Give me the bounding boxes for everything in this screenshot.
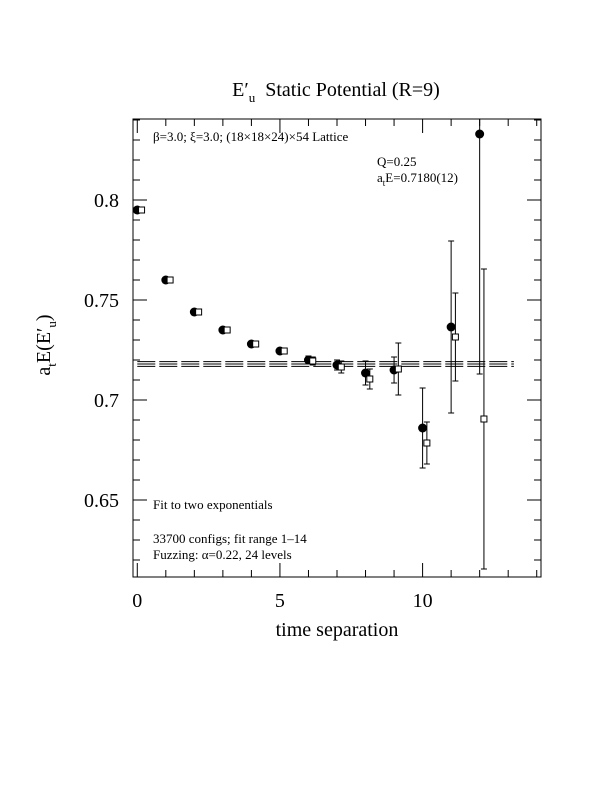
q-annotation: Q=0.25 xyxy=(377,154,416,169)
data-point xyxy=(166,276,174,284)
chart-title: E′u Static Potential (R=9) xyxy=(232,79,440,105)
y-tick-label: 0.75 xyxy=(84,290,119,312)
data-point xyxy=(280,347,288,355)
fit-label-sub: t xyxy=(383,178,386,188)
title-subscript: u xyxy=(249,90,256,105)
data-point xyxy=(480,415,488,423)
data-point xyxy=(337,363,345,371)
x-tick-label: 10 xyxy=(413,590,433,612)
x-tick-label: 5 xyxy=(275,590,285,612)
title-symbol: E′ xyxy=(232,79,249,101)
lattice-annotation: β=3.0; ξ=3.0; (18×18×24)×54 Lattice xyxy=(153,129,349,144)
y-axis-label: atE(E′u) xyxy=(33,314,59,375)
x-axis-label: time separation xyxy=(276,619,399,641)
data-point xyxy=(446,322,456,332)
plot-area xyxy=(133,119,514,570)
y-tick-label: 0.65 xyxy=(84,490,119,512)
y-label-middle-sub: u xyxy=(44,321,59,328)
data-point xyxy=(361,368,371,378)
fit-annotation: atE=0.7180(12) xyxy=(377,170,458,188)
title-text: Static Potential (R=9) xyxy=(265,79,440,101)
y-tick-label: 0.8 xyxy=(94,190,119,212)
fuzzing-annotation: Fuzzing: α=0.22, 24 levels xyxy=(153,547,292,562)
data-point xyxy=(418,423,428,433)
x-tick-label: 0 xyxy=(132,590,142,612)
y-label-suffix: ) xyxy=(33,314,55,321)
method-annotation: Fit to two exponentials xyxy=(153,497,273,512)
fit-label-prefix: a xyxy=(377,170,383,185)
data-point xyxy=(366,375,374,383)
y-tick-label: 0.7 xyxy=(94,390,119,412)
y-label-middle: E(E′ xyxy=(33,328,55,363)
fit-label-text: E=0.7180(12) xyxy=(385,170,458,185)
data-point xyxy=(394,365,402,373)
configs-annotation: 33700 configs; fit range 1–14 xyxy=(153,531,307,546)
data-point xyxy=(309,357,317,365)
data-point xyxy=(223,326,231,334)
y-label-prefix: a xyxy=(33,367,55,376)
data-point xyxy=(252,340,260,348)
data-point xyxy=(195,308,203,316)
data-point xyxy=(475,129,485,139)
data-point xyxy=(451,333,459,341)
data-point xyxy=(138,206,146,214)
y-label-prefix-sub: t xyxy=(44,363,59,367)
data-point xyxy=(423,439,431,447)
